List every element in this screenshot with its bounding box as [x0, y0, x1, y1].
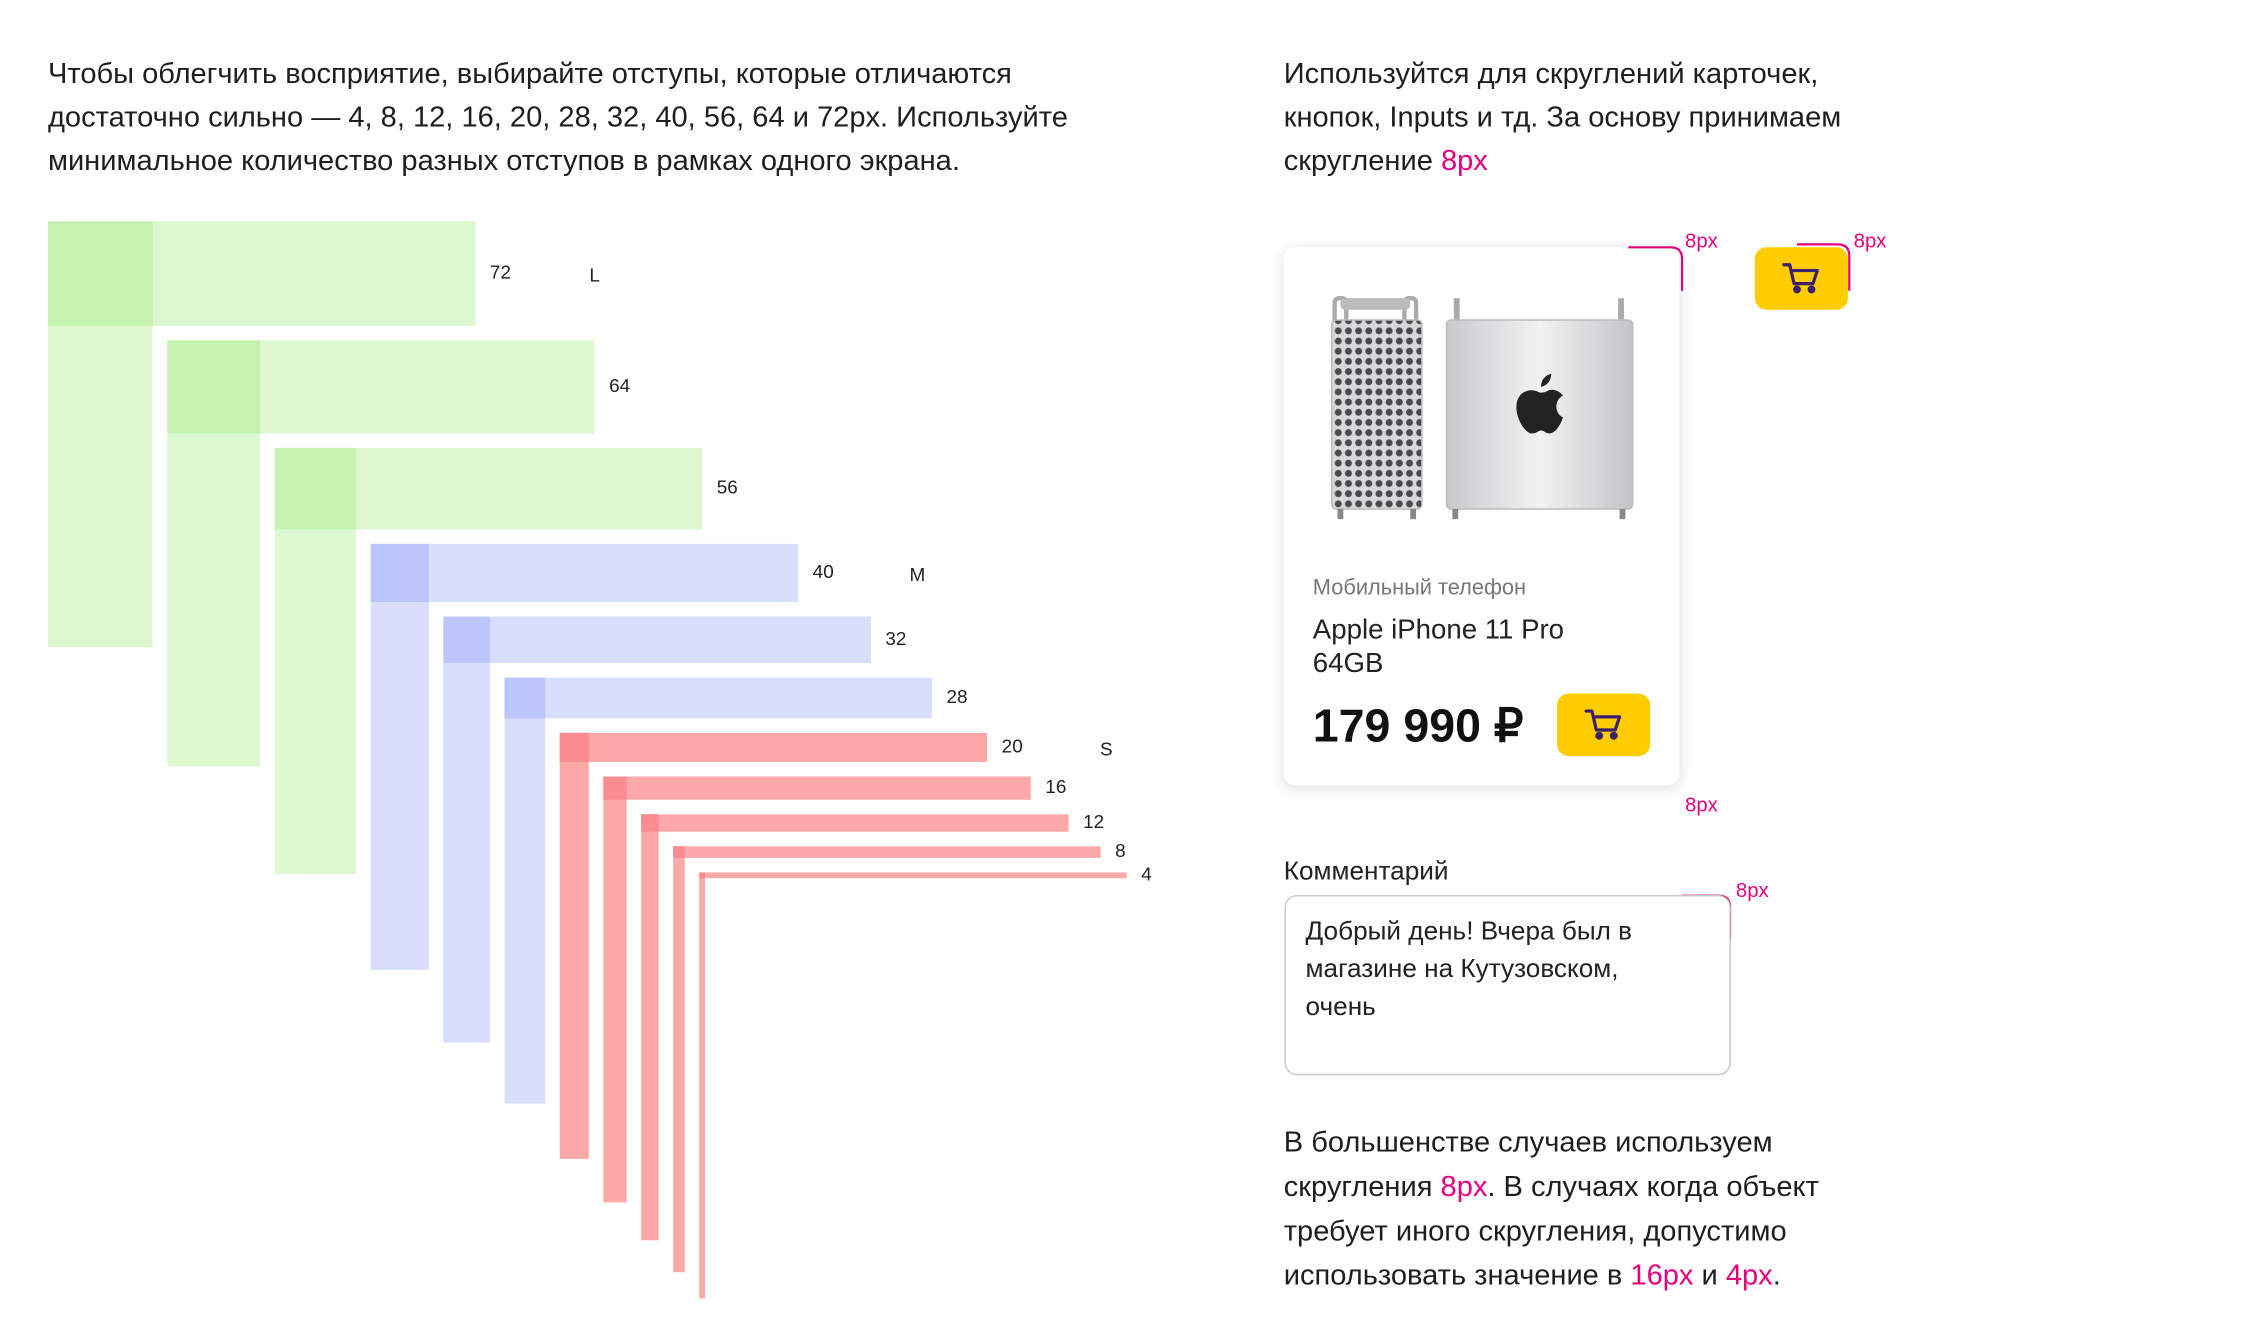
intro-line: Чтобы облегчить восприятие, выбирайте от…	[48, 58, 1012, 90]
spacing-vertical	[641, 814, 659, 1241]
text-segment: и	[1693, 1260, 1725, 1292]
spacing-corner	[443, 616, 490, 664]
spacing-label: 40	[813, 562, 834, 583]
text-segment: 16px	[1630, 1260, 1693, 1292]
text-segment: скругление	[1284, 145, 1441, 177]
radius-line: Используйтся для скруглений карточек,	[1284, 58, 1819, 90]
spacing-corner	[603, 776, 627, 800]
spacing-corner	[673, 846, 685, 858]
spacing-label: 72	[490, 262, 511, 283]
text-segment: требует иного скругления, допустимо	[1284, 1215, 1787, 1247]
spacing-vertical	[504, 677, 546, 1104]
spacing-horizontal	[673, 846, 1101, 858]
comment-text: очень	[1306, 991, 1376, 1021]
spacing-vertical	[603, 776, 627, 1203]
spacing-horizontal	[603, 776, 1031, 800]
spacing-corner	[641, 814, 659, 832]
spacing-horizontal	[699, 872, 1127, 879]
size-group-label: L	[589, 265, 600, 286]
spacing-vertical	[559, 732, 589, 1159]
text-segment: Используйтся для скруглений карточек,	[1284, 58, 1819, 90]
spacing-corner	[370, 543, 429, 603]
annotation: 8px	[1736, 880, 1769, 902]
spacing-corner	[504, 677, 546, 719]
spacing-vertical	[443, 616, 490, 1043]
text-segment: . В случаях когда объект	[1487, 1171, 1819, 1203]
spacing-vertical	[699, 872, 706, 1299]
spacing-corner	[47, 221, 153, 326]
comment-textarea[interactable]	[1284, 894, 1731, 1076]
spacing-vertical	[673, 846, 685, 1273]
comment-text: магазине на Кутузовском,	[1306, 953, 1619, 983]
category: Мобильный телефон	[1313, 575, 1526, 600]
product-name: 64GB	[1313, 647, 1384, 678]
spacing-corner	[167, 340, 261, 434]
cart-button[interactable]	[1754, 247, 1848, 310]
comment-text: Добрый день! Вчера был в	[1306, 915, 1632, 945]
intro-line: достаточно сильно — 4, 8, 12, 16, 20, 28…	[48, 102, 1068, 134]
spacing-label: 20	[1002, 736, 1023, 757]
spacing-horizontal	[641, 814, 1069, 832]
radius-line: скругление 8px	[1284, 145, 1489, 177]
product-name: Apple iPhone 11 Pro	[1313, 613, 1564, 644]
text-segment: кнопок, Inputs и тд. За основу принимаем	[1284, 102, 1842, 134]
spacing-label: 32	[885, 629, 906, 650]
summary-line: использовать значение в 16px и 4px.	[1284, 1260, 1781, 1292]
summary-line: скругления 8px. В случаях когда объект	[1284, 1171, 1819, 1203]
spacing-vertical	[370, 543, 429, 970]
text-segment: В большенстве случаев используем	[1284, 1127, 1773, 1159]
annotation: 8px	[1854, 230, 1887, 252]
spacing-corner	[559, 732, 589, 762]
text-segment: .	[1773, 1260, 1781, 1292]
text-segment: скругления	[1284, 1171, 1441, 1203]
spacing-label: 16	[1045, 777, 1066, 798]
product-image	[1330, 295, 1634, 520]
spacing-label: 8	[1115, 841, 1126, 862]
spacing-horizontal	[504, 677, 932, 719]
spacing-horizontal	[559, 732, 988, 762]
text-segment: 8px	[1441, 145, 1488, 177]
spacing-horizontal	[443, 616, 871, 664]
text-segment: 4px	[1726, 1260, 1773, 1292]
annotation: 8px	[1685, 230, 1718, 252]
radius-line: кнопок, Inputs и тд. За основу принимаем	[1284, 102, 1842, 134]
size-group-label: M	[910, 565, 926, 586]
size-group-label: S	[1100, 739, 1113, 760]
intro-line: минимальное количество разных отступов в…	[48, 145, 960, 177]
spacing-label: 28	[946, 687, 967, 708]
spacing-label: 4	[1141, 864, 1152, 885]
annotation: 8px	[1685, 794, 1718, 816]
spacing-horizontal	[370, 543, 799, 603]
spacing-label: 56	[717, 478, 738, 499]
spacing-label: 64	[609, 376, 630, 397]
product-card: Мобильный телефон Apple iPhone 11 Pro 64…	[1283, 247, 1680, 786]
spacing-label: 12	[1083, 812, 1104, 833]
spacing-corner	[274, 447, 357, 530]
text-segment: 8px	[1441, 1171, 1488, 1203]
summary-line: требует иного скругления, допустимо	[1284, 1215, 1787, 1247]
cart-button[interactable]	[1557, 693, 1651, 757]
summary-line: В большенстве случаев используем	[1284, 1127, 1773, 1159]
comment-label: Комментарий	[1284, 856, 1449, 886]
price: 179 990 ₽	[1313, 700, 1524, 752]
spacing-corner	[699, 872, 706, 879]
text-segment: использовать значение в	[1284, 1260, 1631, 1292]
